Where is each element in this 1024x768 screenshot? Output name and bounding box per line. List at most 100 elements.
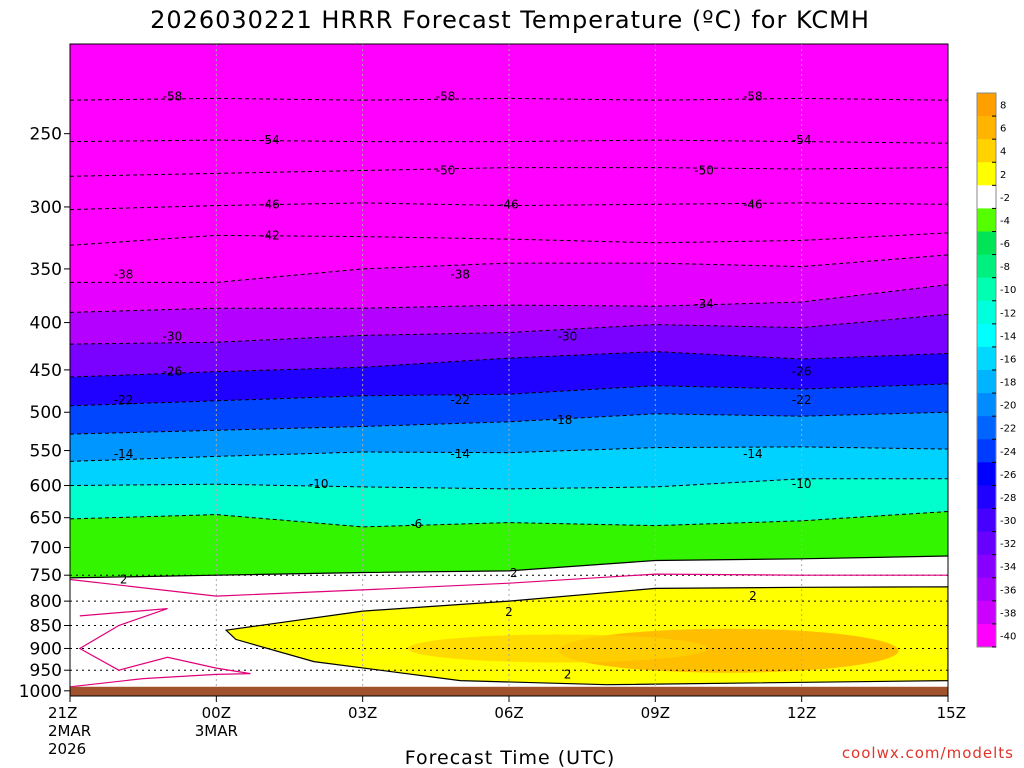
- contour-line--14: [70, 446, 948, 462]
- contour-line--10: [70, 478, 948, 490]
- colorbar-label: -2: [1000, 193, 1010, 204]
- contour-line--54: [70, 139, 948, 144]
- colorbar-label: -18: [1000, 378, 1016, 389]
- colorbar-swatch: [977, 323, 996, 348]
- contour-label: -58: [163, 90, 183, 104]
- colorbar-label: -32: [1000, 539, 1016, 550]
- band--26: [70, 351, 948, 406]
- colorbar-label: -22: [1000, 424, 1016, 435]
- contour-label: -10: [792, 477, 812, 491]
- band--38: [70, 254, 948, 313]
- colorbar-swatch: [977, 116, 996, 140]
- contour-label: -18: [553, 413, 573, 427]
- colorbar-swatch: [977, 508, 996, 533]
- contour-label: -58: [436, 90, 456, 104]
- colorbar-label: -26: [1000, 470, 1016, 481]
- band--42: [70, 232, 948, 283]
- colorbar-swatch: [977, 370, 996, 394]
- colorbar-label: 2: [1000, 170, 1006, 181]
- colorbar-label: -30: [1000, 516, 1016, 527]
- y-tick-label: 1000: [19, 682, 62, 702]
- colorbar-label: -10: [1000, 285, 1016, 296]
- x-tick-label: 03Z: [348, 704, 377, 722]
- y-tick-label: 250: [30, 125, 62, 145]
- colorbar-swatch: [977, 162, 996, 186]
- colorbar-label: -28: [1000, 493, 1016, 504]
- y-tick-label: 550: [30, 442, 62, 462]
- y-tick-label: 400: [30, 314, 62, 334]
- contour-line--34: [70, 284, 948, 313]
- colorbar-swatch: [977, 393, 996, 417]
- warm-layer-label: 2: [505, 605, 513, 619]
- freezing-level-label: 2: [120, 572, 128, 586]
- contour-label: -14: [114, 447, 134, 461]
- band--18: [70, 412, 948, 462]
- contour-label: -22: [114, 393, 134, 407]
- colorbar-label: -24: [1000, 447, 1016, 458]
- x-tick-label: 15Z: [937, 704, 966, 722]
- contour-label: -54: [260, 133, 280, 147]
- colorbar-label: -38: [1000, 608, 1016, 619]
- contour-label: -14: [743, 447, 763, 461]
- colorbar-swatch: [977, 300, 996, 325]
- colorbar-swatch: [977, 439, 996, 463]
- ground-surface: [70, 686, 948, 696]
- band--10: [70, 478, 948, 527]
- colorbar-label: -12: [1000, 308, 1016, 319]
- contour-label: -34: [694, 297, 714, 311]
- colorbar-label: 4: [1000, 147, 1006, 158]
- contour-label: -50: [694, 164, 714, 178]
- x-tick-label: 2MAR: [48, 722, 91, 740]
- contour-label: -46: [743, 197, 763, 211]
- colorbar-swatch: [977, 185, 996, 209]
- band--14: [70, 446, 948, 489]
- contour-label: -26: [792, 365, 812, 379]
- y-tick-label: 900: [30, 639, 62, 659]
- x-axis-label: Forecast Time (UTC): [405, 747, 615, 768]
- contour-label: -38: [450, 268, 470, 282]
- contour-label: -50: [436, 164, 456, 178]
- contour-label: -30: [558, 329, 578, 343]
- colorbar-swatch: [977, 416, 996, 440]
- x-tick-label: 00Z: [202, 704, 231, 722]
- warm-layer-label: 2: [749, 589, 757, 603]
- contour-label: -26: [163, 365, 183, 379]
- y-tick-label: 950: [30, 661, 62, 681]
- y-tick-label: 650: [30, 509, 62, 529]
- colorbar-label: 8: [1000, 101, 1006, 112]
- colorbar-swatch: [977, 554, 996, 579]
- colorbar-swatch: [977, 531, 996, 556]
- y-tick-label: 800: [30, 592, 62, 612]
- isotherm-contours: -58 -58 -58 -54 -54 -50 -50 -46 -46 -46 -42 -38 -38 -…: [70, 90, 948, 688]
- colorbar-swatch: [977, 485, 996, 509]
- contour-line--46: [70, 202, 948, 211]
- contour-label: -14: [450, 447, 470, 461]
- colorbar-label: -36: [1000, 585, 1016, 596]
- colorbar: 8 6 4 2 -2 -4 -6 -8 -10 -12 -14 -16 -18 -20 -22 -24 -26 -…: [976, 92, 1016, 648]
- y-tick-label: 700: [30, 538, 62, 558]
- y-tick-label: 600: [30, 477, 62, 497]
- colorbar-swatch: [977, 623, 996, 648]
- colorbar-label: -8: [1000, 262, 1010, 273]
- contour-label: -6: [410, 517, 422, 531]
- colorbar-swatch: [977, 462, 996, 486]
- contour-label: -22: [792, 393, 812, 407]
- chart-title: 2026030221 HRRR Forecast Temperature (ºC…: [150, 6, 870, 34]
- x-tick-label: 12Z: [787, 704, 816, 722]
- colorbar-swatch: [977, 93, 996, 117]
- warm-layer-label: 2: [564, 667, 572, 681]
- colorbar-swatch: [977, 208, 996, 232]
- colorbar-swatch: [977, 600, 996, 625]
- contour-label: -54: [792, 133, 812, 147]
- contour-label: -42: [260, 228, 280, 242]
- contour-label: -22: [450, 393, 470, 407]
- colorbar-swatch: [977, 277, 996, 302]
- colorbar-swatch: [977, 346, 996, 371]
- x-tick-label: 06Z: [494, 704, 523, 722]
- contour-label: -38: [114, 268, 134, 282]
- colorbar-label: -6: [1000, 239, 1010, 250]
- y-tick-label: 500: [30, 403, 62, 423]
- colorbar-label: -16: [1000, 354, 1016, 365]
- contour-line--50: [70, 167, 948, 177]
